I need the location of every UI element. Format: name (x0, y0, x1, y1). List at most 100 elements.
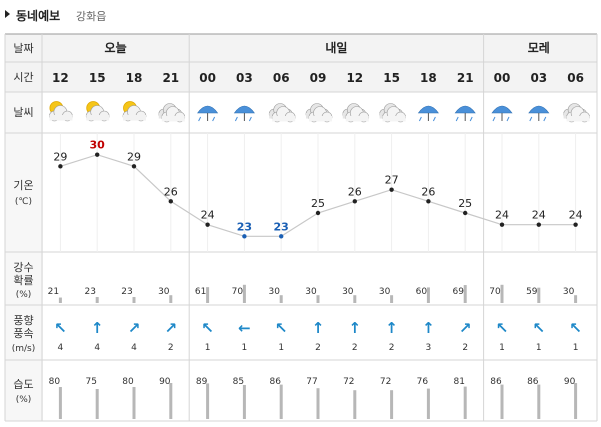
wind-speed-value: 2 (389, 343, 395, 353)
hour-label: 00 (494, 71, 511, 85)
wind-speed-value: 4 (131, 343, 137, 353)
precip-value: 61 (195, 287, 206, 297)
wind-direction-arrow: ↖ (533, 319, 546, 337)
temperature-label: 29 (53, 150, 67, 163)
humidity-bar (316, 388, 320, 419)
row-label-temp: 기온 (13, 179, 33, 192)
section-title: 동네예보 (16, 9, 61, 23)
temperature-label: 23 (274, 220, 289, 233)
cloud-base (86, 115, 110, 121)
humidity-value: 86 (527, 377, 539, 387)
hour-label: 09 (310, 71, 327, 85)
row-label-wind: 풍향 (13, 314, 33, 327)
cloud-base (49, 115, 73, 121)
wind-direction-arrow: ↖ (496, 319, 509, 337)
raindrop (418, 116, 422, 122)
precip-bar (426, 287, 430, 303)
humidity-value: 86 (490, 377, 502, 387)
wind-speed-value: 4 (58, 343, 64, 353)
umbrella-shape (197, 105, 219, 114)
cloud-base (309, 116, 332, 122)
hour-label: 21 (457, 71, 474, 85)
humidity-bar (574, 383, 578, 419)
precip-value: 23 (121, 287, 132, 297)
cloud-base (161, 116, 185, 122)
wind-direction-arrow: ↑ (312, 319, 325, 337)
precip-bar (500, 284, 504, 303)
row-label-time: 시간 (13, 71, 33, 84)
precip-bar (537, 287, 541, 303)
wind-direction-arrow: ↑ (385, 319, 398, 337)
cloud-base (345, 116, 369, 122)
raindrop (212, 116, 216, 122)
raindrop (432, 116, 436, 122)
humidity-value: 80 (49, 377, 61, 387)
temperature-point (389, 187, 394, 192)
wind-speed-value: 1 (499, 343, 505, 353)
wind-direction-arrow: ← (238, 319, 251, 337)
row-label-humidity-unit: (%) (16, 395, 32, 405)
wind-direction-arrow: ↑ (91, 319, 104, 337)
temperature-label: 24 (495, 209, 509, 222)
precip-bar (390, 295, 394, 303)
temperature-point (499, 222, 505, 227)
wind-speed-value: 1 (278, 343, 284, 353)
wind-direction-arrow: ↗ (165, 319, 178, 337)
temperature-label: 26 (164, 185, 178, 198)
precip-bar (574, 295, 578, 303)
humidity-bar (132, 387, 136, 419)
wind-speed-value: 1 (536, 343, 542, 353)
wind-speed-value: 1 (205, 343, 211, 353)
temperature-label: 27 (385, 174, 399, 187)
location-label: 강화읍 (76, 10, 107, 23)
umbrella-shape (454, 105, 476, 114)
hour-label: 18 (420, 71, 437, 85)
precip-value: 30 (158, 287, 170, 297)
precip-value: 70 (232, 287, 244, 297)
precip-value: 23 (84, 287, 95, 297)
hour-label: 03 (530, 71, 547, 85)
precip-bar (279, 295, 283, 303)
precip-value: 59 (526, 287, 538, 297)
humidity-value: 81 (453, 377, 464, 387)
humidity-bar (426, 388, 430, 419)
precip-bar (242, 284, 246, 303)
umbrella-shape (233, 105, 255, 114)
temperature-point (463, 210, 468, 216)
precip-value: 30 (379, 287, 391, 297)
temperature-label: 26 (348, 185, 362, 198)
wind-speed-value: 1 (573, 343, 579, 353)
row-label-wind-unit: (m/s) (12, 344, 36, 354)
day-label: 모레 (528, 40, 550, 55)
precip-bar (316, 295, 320, 303)
temperature-point (279, 234, 284, 239)
humidity-value: 77 (306, 377, 317, 387)
row-label-wind-2: 풍속 (13, 327, 33, 340)
hour-label: 18 (126, 71, 143, 85)
temperature-label: 30 (90, 139, 106, 152)
wind-speed-value: 1 (242, 343, 248, 353)
wind-direction-arrow: ↖ (275, 319, 288, 337)
raindrop (234, 116, 238, 122)
temperature-point (315, 210, 321, 216)
humidity-value: 90 (564, 377, 576, 387)
hour-label: 15 (89, 71, 106, 85)
precip-bar (58, 297, 62, 303)
temperature-point (131, 164, 137, 169)
precip-bar (206, 287, 210, 303)
raindrop (469, 116, 473, 122)
raindrop (492, 116, 496, 122)
humidity-value: 80 (122, 377, 134, 387)
precip-bar (169, 295, 173, 303)
humidity-value: 89 (196, 377, 208, 387)
temperature-label: 24 (201, 209, 215, 222)
row-label-rain: 강수 (13, 261, 33, 274)
temperature-point (95, 152, 100, 157)
humidity-bar (390, 390, 394, 419)
temperature-point (536, 222, 541, 227)
raindrop (529, 116, 533, 122)
wind-speed-value: 2 (168, 343, 174, 353)
row-label-rain-2: 확률 (13, 274, 33, 287)
temperature-point (426, 199, 431, 204)
